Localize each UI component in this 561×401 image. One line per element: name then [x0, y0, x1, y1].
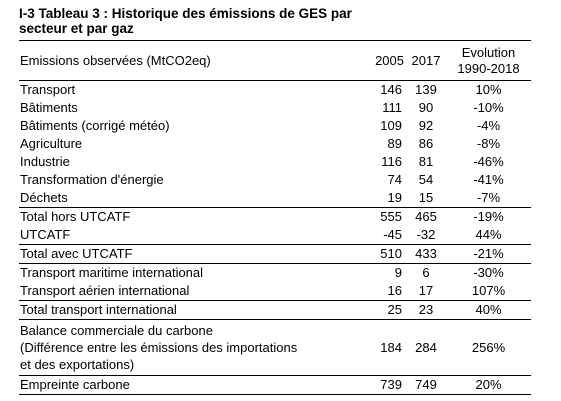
row-agriculture: Agriculture 89 86 -8% — [19, 135, 531, 153]
value-2005: 89 — [387, 136, 402, 151]
value-2005: 116 — [381, 154, 402, 169]
value-2017: 81 — [418, 154, 434, 169]
value-evolution: 107% — [471, 283, 506, 298]
row-label: Total avec UTCATF — [19, 244, 364, 264]
row-empreinte-carbone: Empreinte carbone 739 749 20% — [19, 375, 531, 395]
header-row: Emissions observées (MtCO2eq) 2005 2017 … — [19, 40, 531, 81]
header-evolution: Evolution 1990-2018 — [446, 40, 531, 81]
row-label: Transformation d'énergie — [20, 172, 164, 187]
row-transport-maritime: Transport maritime international 9 6 -30… — [19, 263, 531, 282]
header-evolution-line-1: Evolution — [461, 44, 516, 60]
value-2017: 92 — [418, 118, 434, 133]
row-label: Transport — [20, 82, 76, 97]
value-2005: 739 — [364, 375, 406, 395]
value-evolution: -10% — [473, 100, 504, 115]
row-label: Déchets — [20, 190, 68, 205]
value-2005: 146 — [380, 82, 402, 97]
row-label-line-3: et des exportations) — [20, 357, 135, 372]
value-evolution: -19% — [446, 207, 531, 226]
value-2005: 74 — [387, 172, 402, 187]
row-label: Bâtiments (corrigé météo) — [20, 118, 170, 133]
row-label: Industrie — [20, 154, 70, 169]
value-evolution: -30% — [446, 263, 531, 282]
value-evolution: -46% — [473, 154, 504, 169]
value-evolution: 40% — [446, 300, 531, 320]
row-label: Balance commerciale du carbone (Différen… — [19, 319, 364, 376]
row-total-hors-utcatf: Total hors UTCATF 555 465 -19% — [19, 207, 531, 226]
row-total-transport-international: Total transport international 25 23 40% — [19, 300, 531, 320]
row-transport-aerien: Transport aérien international 16 17 107… — [19, 282, 531, 301]
value-evolution: -21% — [446, 244, 531, 264]
row-label: UTCATF — [20, 227, 71, 242]
value-2005: 184 — [364, 319, 406, 376]
row-utcatf: UTCATF -45 -32 44% — [19, 226, 531, 245]
emissions-table: Emissions observées (MtCO2eq) 2005 2017 … — [19, 40, 531, 395]
value-2017: 90 — [418, 100, 434, 115]
value-2005: 9 — [364, 263, 406, 282]
value-evolution: -41% — [473, 172, 504, 187]
header-2005: 2005 — [364, 40, 406, 81]
row-label: Bâtiments — [20, 100, 78, 115]
value-2017: 749 — [406, 375, 446, 395]
value-2017: 15 — [418, 190, 434, 205]
row-batiments-corrige: Bâtiments (corrigé météo) 109 92 -4% — [19, 117, 531, 135]
header-2017: 2017 — [406, 40, 446, 81]
row-total-avec-utcatf: Total avec UTCATF 510 433 -21% — [19, 244, 531, 264]
table-title: I-3 Tableau 3 : Historique des émissions… — [19, 6, 539, 36]
row-balance-commerciale: Balance commerciale du carbone (Différen… — [19, 319, 531, 376]
row-transformation-energie: Transformation d'énergie 74 54 -41% — [19, 171, 531, 189]
value-evolution: -8% — [476, 136, 501, 151]
value-2005: 19 — [387, 190, 402, 205]
row-label: Total hors UTCATF — [19, 207, 364, 226]
value-evolution: -7% — [476, 190, 501, 205]
row-dechets: Déchets 19 15 -7% — [19, 189, 531, 208]
value-2017: 54 — [418, 172, 434, 187]
value-2005: 111 — [382, 100, 402, 115]
row-label: Empreinte carbone — [19, 375, 364, 395]
value-2005: 25 — [364, 300, 406, 320]
value-2005: -45 — [383, 227, 402, 242]
row-label-line-1: Balance commerciale du carbone — [20, 323, 213, 338]
table-title-line-1: I-3 Tableau 3 : Historique des émissions… — [19, 6, 352, 21]
value-2005: 109 — [380, 118, 402, 133]
table-title-line-2: secteur et par gaz — [19, 21, 134, 36]
value-2005: 510 — [364, 244, 406, 264]
row-batiments: Bâtiments 111 90 -10% — [19, 99, 531, 117]
row-label: Total transport international — [19, 300, 364, 320]
value-2005: 555 — [364, 207, 406, 226]
row-label-line-2: (Différence entre les émissions des impo… — [20, 340, 298, 355]
value-2005: 16 — [387, 283, 402, 298]
header-label: Emissions observées (MtCO2eq) — [19, 40, 364, 81]
value-evolution: 20% — [446, 375, 531, 395]
row-label: Transport aérien international — [20, 283, 190, 298]
value-evolution: 256% — [446, 319, 531, 376]
value-2017: 23 — [406, 300, 446, 320]
value-2017: 86 — [418, 136, 434, 151]
value-2017: -32 — [416, 227, 436, 242]
row-label: Transport maritime international — [19, 263, 364, 282]
value-2017: 17 — [418, 283, 434, 298]
header-evolution-line-2: 1990-2018 — [457, 60, 520, 76]
value-2017: 6 — [406, 263, 446, 282]
value-2017: 433 — [406, 244, 446, 264]
value-evolution: 10% — [475, 82, 502, 97]
value-evolution: -4% — [476, 118, 501, 133]
value-evolution: 44% — [475, 227, 502, 242]
row-transport: Transport 146 139 10% — [19, 81, 531, 100]
value-2017: 139 — [415, 82, 437, 97]
row-label: Agriculture — [20, 136, 83, 151]
value-2017: 284 — [406, 319, 446, 376]
value-2017: 465 — [406, 207, 446, 226]
row-industrie: Industrie 116 81 -46% — [19, 153, 531, 171]
